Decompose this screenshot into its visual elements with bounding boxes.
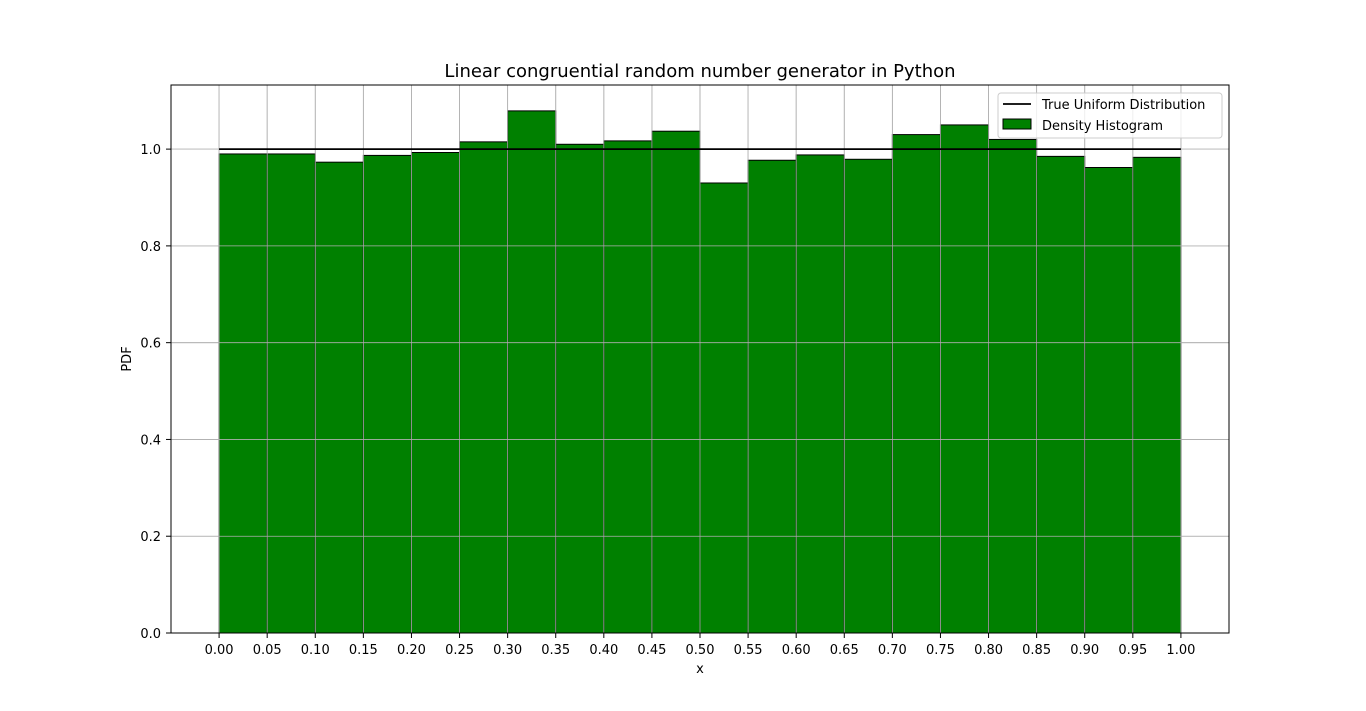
histogram-bar xyxy=(362,154,412,634)
x-tick-label: 0.40 xyxy=(589,643,618,658)
x-tick-label: 0.85 xyxy=(1022,643,1051,658)
histogram-bar xyxy=(699,182,749,634)
x-tick-label: 0.35 xyxy=(541,643,570,658)
legend-label-true-uniform: True Uniform Distribution xyxy=(1041,98,1205,113)
legend-label-density-histogram: Density Histogram xyxy=(1042,119,1163,134)
histogram-bar xyxy=(843,158,893,634)
y-tick-label: 0.4 xyxy=(140,433,161,448)
x-tick-label: 0.65 xyxy=(830,643,859,658)
histogram-bar xyxy=(266,153,316,634)
histogram-bar xyxy=(651,130,701,634)
x-tick-label: 0.80 xyxy=(974,643,1003,658)
y-tick-label: 0.8 xyxy=(140,240,161,255)
x-tick-label: 0.95 xyxy=(1118,643,1147,658)
histogram-bar xyxy=(1084,167,1134,634)
histogram-bar xyxy=(747,159,797,634)
histogram-bar xyxy=(555,143,605,634)
histogram-bar xyxy=(314,161,364,634)
histogram-bar xyxy=(1132,156,1182,634)
x-tick-label: 0.00 xyxy=(205,643,234,658)
histogram-bar xyxy=(507,110,557,634)
legend-bar-swatch xyxy=(1002,118,1032,130)
histogram-bar xyxy=(410,152,461,634)
x-tick-label: 0.10 xyxy=(301,643,330,658)
y-tick-label: 0.6 xyxy=(140,337,161,352)
histogram-bars xyxy=(218,110,1182,634)
legend: True Uniform Distribution Density Histogr… xyxy=(997,92,1223,139)
y-axis-ticks: 0.0 0.2 0.4 0.6 0.8 1.0 xyxy=(140,143,171,642)
histogram-bar xyxy=(795,154,845,634)
histogram-bar xyxy=(939,124,990,634)
histogram-bar xyxy=(603,140,653,634)
x-tick-label: 0.75 xyxy=(926,643,955,658)
y-axis-label: PDF xyxy=(120,346,135,371)
x-tick-label: 0.50 xyxy=(686,643,715,658)
x-tick-label: 0.45 xyxy=(637,643,666,658)
x-tick-label: 0.90 xyxy=(1070,643,1099,658)
x-tick-label: 0.55 xyxy=(734,643,763,658)
x-tick-label: 0.20 xyxy=(397,643,426,658)
histogram-bar xyxy=(891,134,941,634)
x-tick-label: 0.25 xyxy=(445,643,474,658)
y-tick-label: 1.0 xyxy=(140,143,161,158)
x-axis-ticks: 0.00 0.05 0.10 0.15 0.20 0.25 0.30 0.35 0.40 0.45… xyxy=(205,633,1195,658)
x-tick-label: 0.70 xyxy=(878,643,907,658)
plot-area xyxy=(170,84,1230,634)
histogram-bar xyxy=(218,153,268,634)
chart-title: Linear congruential random number genera… xyxy=(444,61,955,82)
y-tick-label: 0.2 xyxy=(140,530,161,545)
x-tick-label: 0.05 xyxy=(253,643,282,658)
legend-box xyxy=(997,92,1223,139)
x-axis-label: x xyxy=(696,662,704,677)
y-tick-label: 0.0 xyxy=(140,627,161,642)
histogram-bar xyxy=(1036,155,1086,634)
x-tick-label: 1.00 xyxy=(1166,643,1195,658)
histogram-bar xyxy=(459,141,509,634)
x-tick-label: 0.30 xyxy=(493,643,522,658)
histogram-bar xyxy=(988,138,1038,634)
x-tick-label: 0.60 xyxy=(782,643,811,658)
x-tick-label: 0.15 xyxy=(349,643,378,658)
